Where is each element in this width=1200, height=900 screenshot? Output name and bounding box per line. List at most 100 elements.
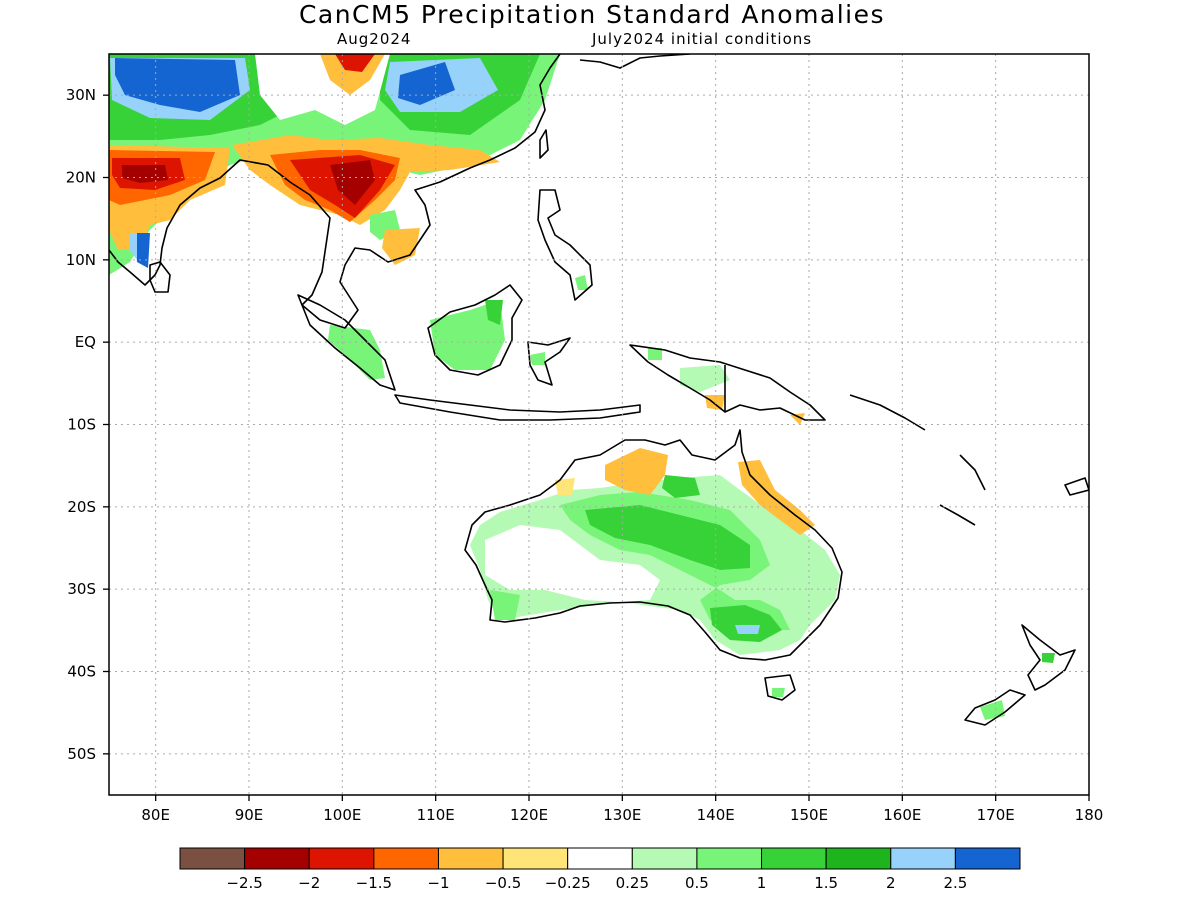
colorbar-label: −1 bbox=[427, 874, 449, 892]
map-grid bbox=[109, 54, 1089, 795]
colorbar-swatch bbox=[308, 847, 375, 870]
coastline-japan bbox=[579, 54, 691, 69]
anomaly-region bbox=[320, 54, 385, 95]
anomaly-region bbox=[1042, 653, 1055, 663]
colorbar-swatch bbox=[244, 847, 310, 870]
anomaly-region bbox=[485, 300, 503, 325]
coastlines bbox=[109, 54, 1089, 726]
coastline-newguinea bbox=[629, 344, 826, 421]
lon-tick-label: 160E bbox=[883, 806, 921, 824]
anomaly-region bbox=[705, 395, 725, 410]
lon-tick-label: 80E bbox=[141, 806, 170, 824]
colorbar-swatch bbox=[825, 847, 892, 870]
anomaly-region bbox=[328, 325, 385, 380]
lon-tick-label: 180 bbox=[1075, 806, 1104, 824]
lat-tick-label: 20S bbox=[67, 498, 96, 516]
coastline-sulawesi bbox=[527, 337, 571, 386]
lat-tick-label: 40S bbox=[67, 663, 96, 681]
anomaly-region bbox=[330, 160, 375, 205]
lon-tick-label: 90E bbox=[235, 806, 264, 824]
coastline-taiwan bbox=[539, 129, 549, 159]
anomaly-shading bbox=[109, 54, 1055, 720]
anomaly-region bbox=[136, 233, 150, 268]
colorbar-label: 0.5 bbox=[685, 874, 709, 892]
forecast-month: Aug2024 bbox=[337, 30, 412, 48]
anomaly-region bbox=[398, 62, 455, 105]
lon-tick-label: 100E bbox=[323, 806, 361, 824]
colorbar-swatch bbox=[890, 847, 956, 870]
anomaly-region bbox=[530, 352, 545, 365]
lat-tick-label: 30S bbox=[67, 580, 96, 598]
lat-tick-label: EQ bbox=[75, 333, 96, 351]
anomaly-region bbox=[382, 228, 420, 265]
colorbar-label: 2.5 bbox=[943, 874, 967, 892]
initial-conditions: July2024 initial conditions bbox=[592, 30, 813, 48]
colorbar-label: −2.5 bbox=[226, 874, 262, 892]
lat-tick-label: 50S bbox=[67, 745, 96, 763]
map-axes: 30N 20N 10N EQ 10S 20S 30S 40S 50S 80E 90E 100E 110E… bbox=[66, 86, 1104, 824]
anomaly-region bbox=[648, 348, 662, 360]
coastline-borneo bbox=[427, 284, 523, 376]
anomaly-region bbox=[490, 590, 520, 620]
colorbar-label: −2 bbox=[298, 874, 320, 892]
lon-tick-label: 150E bbox=[790, 806, 828, 824]
lat-tick-label: 30N bbox=[66, 86, 96, 104]
anomaly-region bbox=[980, 700, 1005, 720]
coastline-vanuatu bbox=[959, 454, 986, 491]
colorbar-swatch bbox=[631, 847, 698, 870]
coastline-australia bbox=[464, 429, 843, 661]
lon-tick-label: 170E bbox=[977, 806, 1015, 824]
anomaly-region bbox=[605, 448, 668, 495]
anomaly-region bbox=[575, 275, 588, 290]
anomaly-region bbox=[710, 605, 782, 642]
coastline-sumatra bbox=[297, 294, 396, 391]
anomaly-region bbox=[772, 688, 785, 697]
anomaly-region bbox=[430, 300, 505, 370]
coastline-java bbox=[394, 394, 641, 421]
colorbar-swatch bbox=[179, 847, 246, 870]
coastline-fiji bbox=[1064, 477, 1089, 496]
map-title: CanCM5 Precipitation Standard Anomalies bbox=[298, 0, 886, 29]
lon-tick-label: 110E bbox=[417, 806, 455, 824]
lat-tick-label: 20N bbox=[66, 169, 96, 187]
colorbar-label: 1 bbox=[757, 874, 767, 892]
coastline-philippines bbox=[537, 189, 593, 301]
anomaly-region bbox=[662, 475, 700, 498]
anomaly-region bbox=[735, 625, 760, 634]
anomaly-region bbox=[115, 58, 240, 112]
colorbar-swatch bbox=[373, 847, 439, 870]
anomaly-region bbox=[122, 165, 168, 183]
colorbar-swatch bbox=[437, 847, 504, 870]
colorbar-swatch bbox=[696, 847, 763, 870]
anomaly-region bbox=[335, 54, 375, 72]
lon-tick-label: 140E bbox=[697, 806, 735, 824]
coastline-asia bbox=[109, 54, 561, 329]
anomaly-region bbox=[585, 505, 750, 570]
anomaly-region bbox=[130, 233, 137, 260]
colorbar-label: 1.5 bbox=[814, 874, 838, 892]
coastline-newcaledonia bbox=[939, 504, 976, 526]
colorbar-swatch bbox=[761, 847, 827, 870]
colorbar-label: 2 bbox=[886, 874, 896, 892]
colorbar-label: −0.5 bbox=[485, 874, 521, 892]
anomaly-region bbox=[790, 413, 805, 425]
lat-tick-label: 10S bbox=[67, 416, 96, 434]
lat-tick-label: 10N bbox=[66, 251, 96, 269]
colorbar-swatch bbox=[567, 847, 633, 870]
coastline-tasmania bbox=[764, 674, 796, 701]
anomaly-region bbox=[555, 478, 575, 495]
colorbar-label: −0.25 bbox=[545, 874, 591, 892]
colorbar-label: 0.25 bbox=[616, 874, 649, 892]
anomaly-region bbox=[680, 365, 730, 392]
colorbar-swatch bbox=[502, 847, 569, 870]
coastline-srilanka bbox=[149, 261, 171, 293]
lon-tick-label: 120E bbox=[510, 806, 548, 824]
colorbar-swatch bbox=[954, 847, 1021, 870]
lon-tick-label: 130E bbox=[603, 806, 641, 824]
coastline-solomons bbox=[849, 394, 926, 431]
colorbar: −2.5 −2 −1.5 −1 −0.5 −0.25 0.25 0.5 1 1.5 2 2.5 bbox=[179, 847, 1021, 892]
coastline-nz-north bbox=[1021, 624, 1076, 691]
coastline-nz-south bbox=[964, 689, 1026, 726]
colorbar-label: −1.5 bbox=[356, 874, 392, 892]
